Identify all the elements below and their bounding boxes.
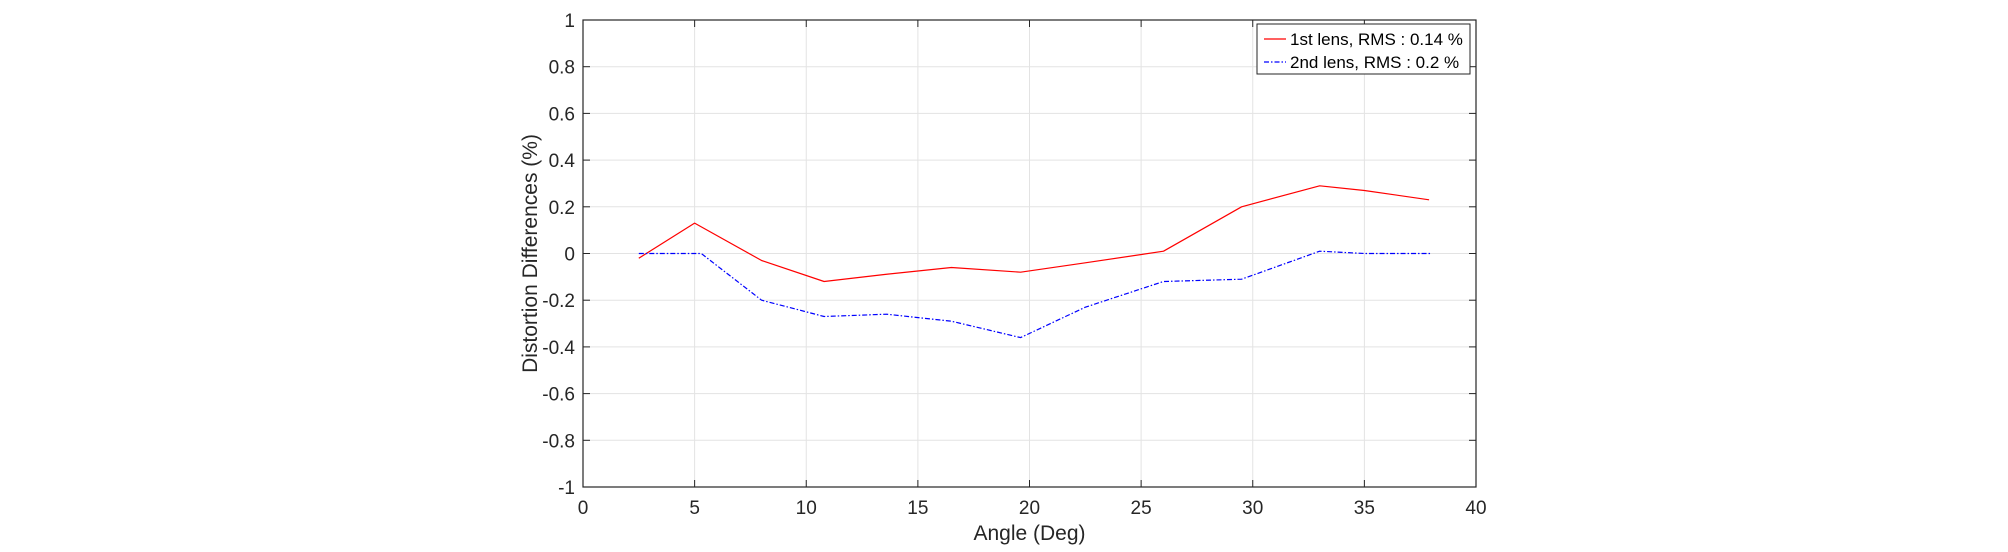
y-tick-label: 0.4 bbox=[549, 151, 576, 172]
y-tick-label: -0.4 bbox=[542, 338, 575, 359]
axis-ticks: 0 5 10 15 20 25 30 35 40 -1 -0.8 -0.6 -0.4 -0.2 0 0.2 0.… bbox=[542, 11, 1486, 519]
legend-box bbox=[1256, 23, 1471, 75]
y-tick-label: -0.8 bbox=[542, 431, 575, 452]
series-lines bbox=[638, 185, 1432, 339]
x-tick-label: 15 bbox=[907, 498, 928, 519]
x-tick-label: 20 bbox=[1019, 498, 1040, 519]
y-tick-label: 0 bbox=[564, 245, 575, 266]
x-tick-label: 25 bbox=[1131, 498, 1152, 519]
series-line-2nd-lens bbox=[638, 250, 1432, 339]
x-tick-label: 40 bbox=[1465, 498, 1486, 519]
x-tick-label: 30 bbox=[1242, 498, 1263, 519]
y-tick-label: 1 bbox=[564, 11, 575, 32]
legend-label-2nd-lens: 2nd lens, RMS : 0.2 % bbox=[1290, 53, 1459, 72]
y-tick-label: 0.2 bbox=[549, 198, 575, 219]
y-axis-label: Distortion Differences (%) bbox=[519, 134, 542, 373]
x-tick-label: 10 bbox=[796, 498, 817, 519]
x-axis-label: Angle (Deg) bbox=[973, 522, 1085, 545]
x-tick-label: 0 bbox=[578, 498, 589, 519]
y-tick-label: 0.6 bbox=[549, 104, 575, 125]
legend: 1st lens, RMS : 0.14 % 2nd lens, RMS : 0… bbox=[1256, 23, 1471, 75]
y-tick-label: -0.2 bbox=[542, 291, 575, 312]
x-tick-label: 35 bbox=[1354, 498, 1375, 519]
y-tick-label: 0.8 bbox=[549, 58, 575, 79]
x-tick-label: 5 bbox=[689, 498, 700, 519]
series-line-1st-lens bbox=[638, 185, 1430, 283]
y-tick-label: -0.6 bbox=[542, 385, 575, 406]
y-tick-label: -1 bbox=[558, 478, 575, 499]
legend-label-1st-lens: 1st lens, RMS : 0.14 % bbox=[1290, 30, 1463, 49]
